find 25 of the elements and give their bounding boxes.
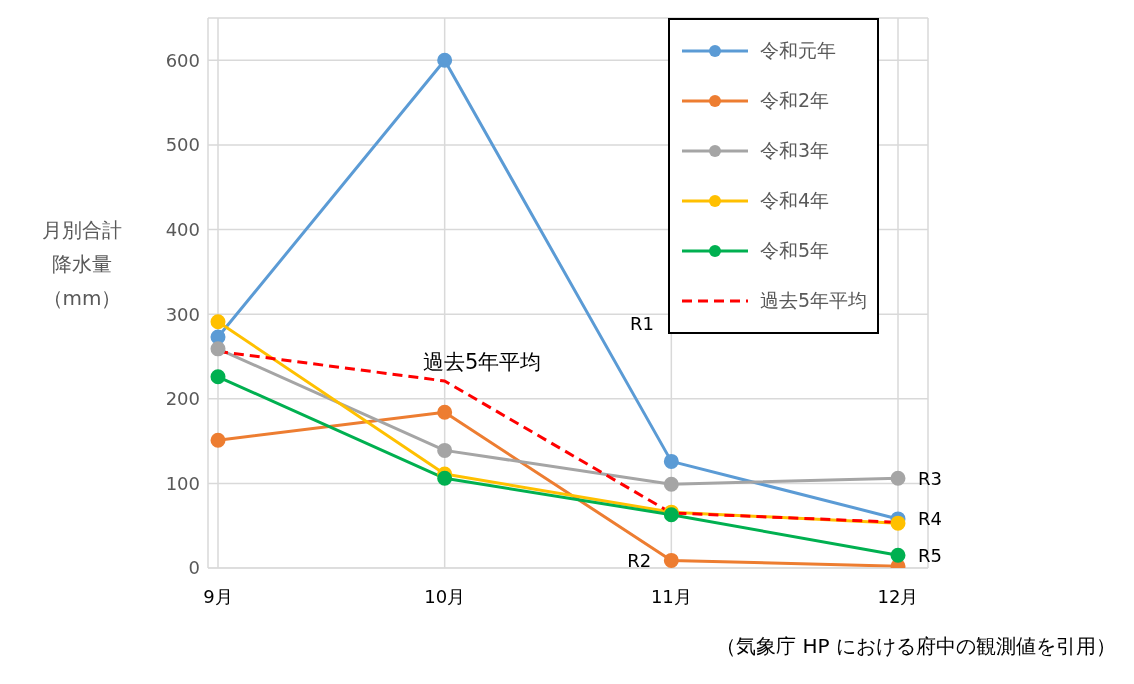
legend-label: 令和元年 [760,38,836,63]
legend-label: 令和3年 [760,138,830,163]
annotation: R3 [918,467,942,489]
x-tick-label: 10月 [424,585,466,607]
text: （気象庁 HP における府中の観測値を引用） [716,633,1116,660]
y-tick-label: 500 [165,134,200,156]
annotation: R4 [918,508,942,530]
y-tick-label: 600 [165,49,200,71]
legend-label: 令和2年 [760,88,830,113]
x-tick-label: 11月 [650,585,692,607]
legend-label: 令和5年 [760,238,830,263]
y-tick-label: 300 [165,303,200,325]
y-tick-label: 100 [165,472,200,494]
annotation: R5 [918,544,942,566]
y-axis-title: 月別合計降水量（mm） [41,217,123,312]
annotation: R2 [627,549,652,571]
annotation: 過去5年平均 [423,349,542,376]
y-tick-label: 400 [165,218,200,240]
legend-label: 過去5年平均 [760,288,868,313]
x-tick-label: 12月 [877,585,919,607]
x-tick-label: 9月 [203,585,233,607]
legend-label: 令和4年 [760,188,830,213]
annotation: R1 [630,313,654,334]
y-tick-label: 0 [188,557,200,579]
y-tick-label: 200 [165,388,200,410]
